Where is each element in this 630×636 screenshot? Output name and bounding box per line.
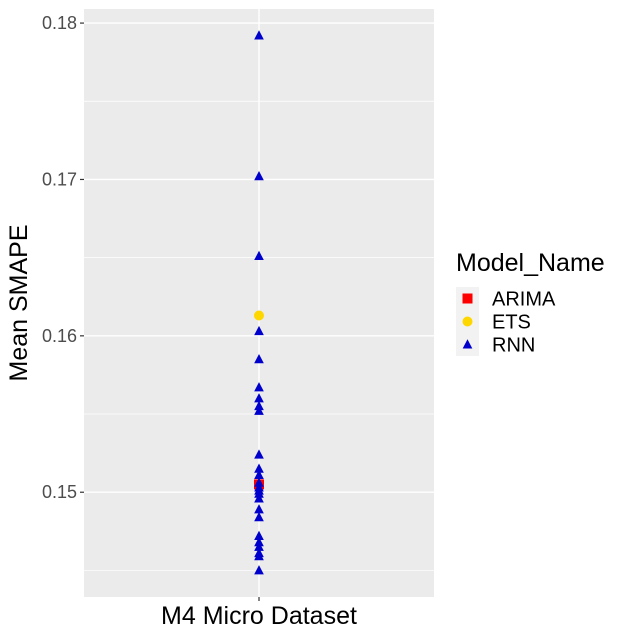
data-point-rnn (254, 449, 264, 459)
x-axis-title: M4 Micro Dataset (161, 602, 357, 630)
y-axis: 0.15 0.16 0.17 0.18 (42, 13, 84, 502)
data-point-rnn (254, 565, 264, 575)
legend-key-arima (462, 293, 473, 304)
y-tick-label: 0.18 (42, 13, 77, 33)
data-point-rnn (254, 469, 264, 479)
data-point-rnn (254, 171, 264, 181)
legend-key-rnn (462, 339, 473, 349)
legend-label-arima: ARIMA (492, 289, 556, 311)
data-point-rnn (254, 463, 264, 473)
data-point-rnn (254, 536, 264, 547)
data-point-rnn (254, 325, 264, 336)
data-point-rnn (254, 493, 264, 503)
legend-label-rnn: RNN (492, 335, 535, 357)
data-point-rnn (254, 393, 264, 403)
legend-title: Model_Name (456, 249, 605, 277)
legend-key-ets (462, 316, 473, 327)
data-point-rnn (254, 488, 264, 498)
data-points (254, 30, 264, 575)
data-point-rnn (254, 541, 264, 551)
data-point-rnn (254, 382, 264, 392)
data-point-rnn (254, 530, 264, 540)
data-point-rnn (254, 511, 264, 522)
y-tick-label: 0.17 (42, 169, 77, 189)
y-tick-label: 0.16 (42, 326, 77, 346)
data-point-rnn (254, 30, 264, 40)
data-point-rnn (254, 477, 264, 487)
data-point-rnn (254, 405, 264, 415)
data-point-rnn (254, 400, 264, 411)
y-tick-label: 0.15 (42, 482, 77, 502)
data-point-rnn (254, 354, 264, 364)
data-point-rnn (254, 250, 264, 261)
legend-label-ets: ETS (492, 312, 531, 334)
data-point-ets (254, 310, 264, 321)
data-point-rnn (254, 504, 264, 514)
y-axis-title: Mean SMAPE (5, 224, 33, 381)
data-point-rnn (254, 551, 264, 561)
